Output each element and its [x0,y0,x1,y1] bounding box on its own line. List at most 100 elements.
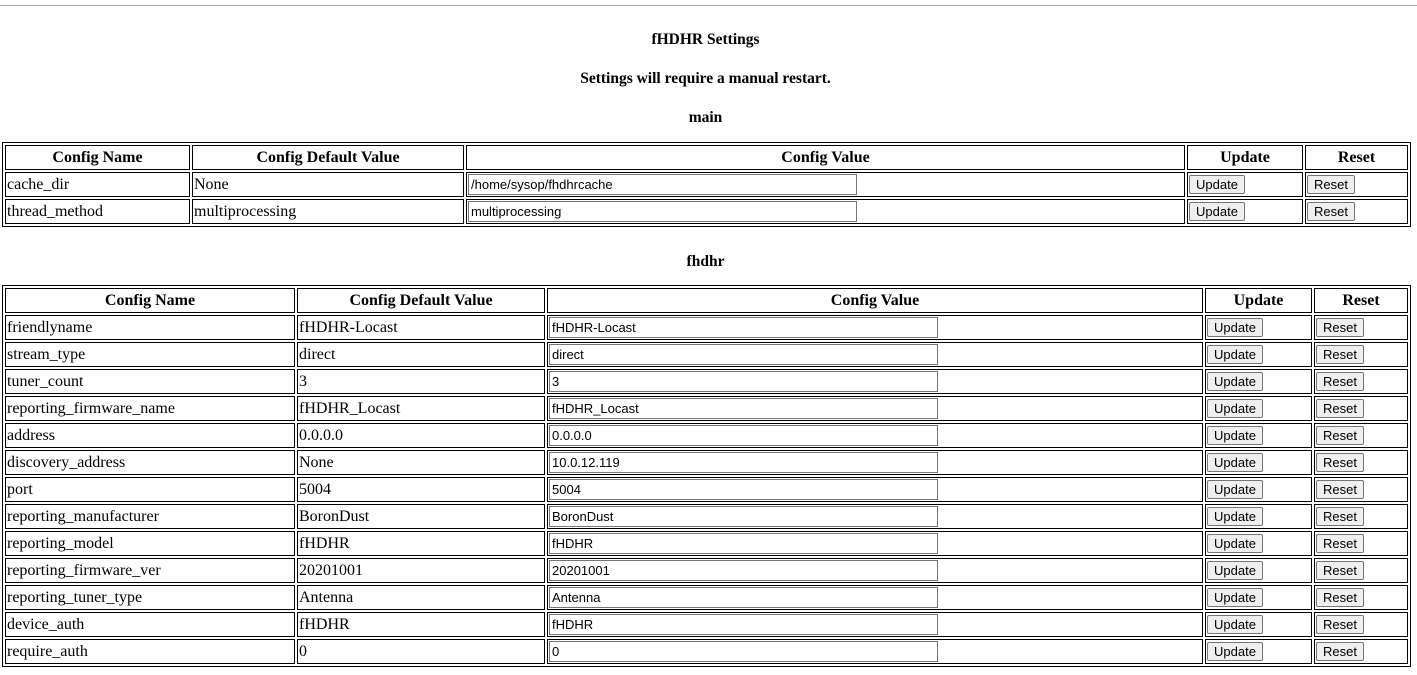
update-button[interactable]: Update [1207,507,1263,526]
header-name: Config Name [5,288,295,313]
config-default: None [192,172,464,197]
config-name: reporting_firmware_ver [5,558,295,583]
config-name: device_auth [5,612,295,637]
config-name: reporting_model [5,531,295,556]
config-name: address [5,423,295,448]
reset-cell: Reset [1314,558,1408,583]
config-default: 0 [297,639,545,664]
config-value-cell: multiprocessing [466,199,1185,224]
config-value-input[interactable]: 0 [549,641,938,662]
reset-cell: Reset [1305,172,1408,197]
config-value-input[interactable]: direct [549,344,938,365]
table-row: thread_method multiprocessing multiproce… [5,199,1408,224]
update-button[interactable]: Update [1207,615,1263,634]
config-value-input[interactable]: 0.0.0.0 [549,425,938,446]
update-button[interactable]: Update [1189,175,1245,194]
update-button[interactable]: Update [1207,534,1263,553]
reset-button[interactable]: Reset [1316,426,1364,445]
table-row: cache_dir None /home/sysop/fhdhrcache Up… [5,172,1408,197]
reset-button[interactable]: Reset [1316,480,1364,499]
config-value-cell: 20201001 [547,558,1203,583]
config-value-input[interactable]: fHDHR [549,533,938,554]
config-value-cell: fHDHR [547,531,1203,556]
table-row: require_auth 0 0 Update Reset [5,639,1408,664]
reset-cell: Reset [1314,504,1408,529]
config-value-cell: 0 [547,639,1203,664]
section-title: fhdhr [686,253,725,270]
update-button[interactable]: Update [1207,453,1263,472]
config-name: cache_dir [5,172,190,197]
update-button[interactable]: Update [1207,588,1263,607]
config-value-input[interactable]: BoronDust [549,506,938,527]
header-default: Config Default Value [192,145,464,170]
config-default: fHDHR-Locast [297,315,545,340]
update-cell: Update [1205,477,1312,502]
config-value-input[interactable]: /home/sysop/fhdhrcache [468,174,857,195]
reset-button[interactable]: Reset [1316,399,1364,418]
config-value-input[interactable]: fHDHR [549,614,938,635]
update-button[interactable]: Update [1207,642,1263,661]
reset-button[interactable]: Reset [1316,588,1364,607]
update-cell: Update [1187,199,1303,224]
update-button[interactable]: Update [1207,480,1263,499]
config-name: require_auth [5,639,295,664]
config-value-input[interactable]: 20201001 [549,560,938,581]
table-header: Config Name Config Default Value Config Va… [5,145,1408,170]
config-value-cell: 3 [547,369,1203,394]
top-divider [0,5,1417,6]
config-value-input[interactable]: fHDHR_Locast [549,398,938,419]
reset-button[interactable]: Reset [1316,507,1364,526]
table-row: port 5004 5004 Update Reset [5,477,1408,502]
config-value-input[interactable]: 10.0.12.119 [549,452,938,473]
update-cell: Update [1205,531,1312,556]
config-value-cell: Antenna [547,585,1203,610]
reset-button[interactable]: Reset [1307,202,1355,221]
config-default: fHDHR [297,531,545,556]
config-value-input[interactable]: 5004 [549,479,938,500]
update-cell: Update [1205,585,1312,610]
update-button[interactable]: Update [1207,561,1263,580]
config-value-cell: /home/sysop/fhdhrcache [466,172,1185,197]
config-default: fHDHR_Locast [297,396,545,421]
header-name: Config Name [5,145,190,170]
table-row: reporting_tuner_type Antenna Antenna Upd… [5,585,1408,610]
config-value-input[interactable]: fHDHR-Locast [549,317,938,338]
update-button[interactable]: Update [1207,399,1263,418]
reset-cell: Reset [1314,396,1408,421]
config-value-input[interactable]: Antenna [549,587,938,608]
config-name: port [5,477,295,502]
header-reset: Reset [1305,145,1408,170]
config-value-input[interactable]: 3 [549,371,938,392]
header-reset: Reset [1314,288,1408,313]
config-default: BoronDust [297,504,545,529]
update-cell: Update [1205,315,1312,340]
reset-button[interactable]: Reset [1316,534,1364,553]
reset-cell: Reset [1314,423,1408,448]
update-button[interactable]: Update [1207,318,1263,337]
config-value-cell: 0.0.0.0 [547,423,1203,448]
reset-button[interactable]: Reset [1307,175,1355,194]
reset-button[interactable]: Reset [1316,453,1364,472]
update-button[interactable]: Update [1189,202,1245,221]
update-cell: Update [1205,504,1312,529]
config-value-cell: fHDHR_Locast [547,396,1203,421]
table-row: stream_type direct direct Update Reset [5,342,1408,367]
reset-button[interactable]: Reset [1316,318,1364,337]
table-header: Config Name Config Default Value Config Va… [5,288,1408,313]
config-name: reporting_tuner_type [5,585,295,610]
reset-button[interactable]: Reset [1316,345,1364,364]
reset-button[interactable]: Reset [1316,372,1364,391]
section-title: main [688,109,723,126]
reset-cell: Reset [1314,315,1408,340]
reset-button[interactable]: Reset [1316,615,1364,634]
update-button[interactable]: Update [1207,345,1263,364]
table-row: address 0.0.0.0 0.0.0.0 Update Reset [5,423,1408,448]
config-value-cell: BoronDust [547,504,1203,529]
config-value-input[interactable]: multiprocessing [468,201,857,222]
reset-button[interactable]: Reset [1316,642,1364,661]
update-button[interactable]: Update [1207,426,1263,445]
update-button[interactable]: Update [1207,372,1263,391]
reset-cell: Reset [1314,450,1408,475]
table-row: tuner_count 3 3 Update Reset [5,369,1408,394]
reset-button[interactable]: Reset [1316,561,1364,580]
